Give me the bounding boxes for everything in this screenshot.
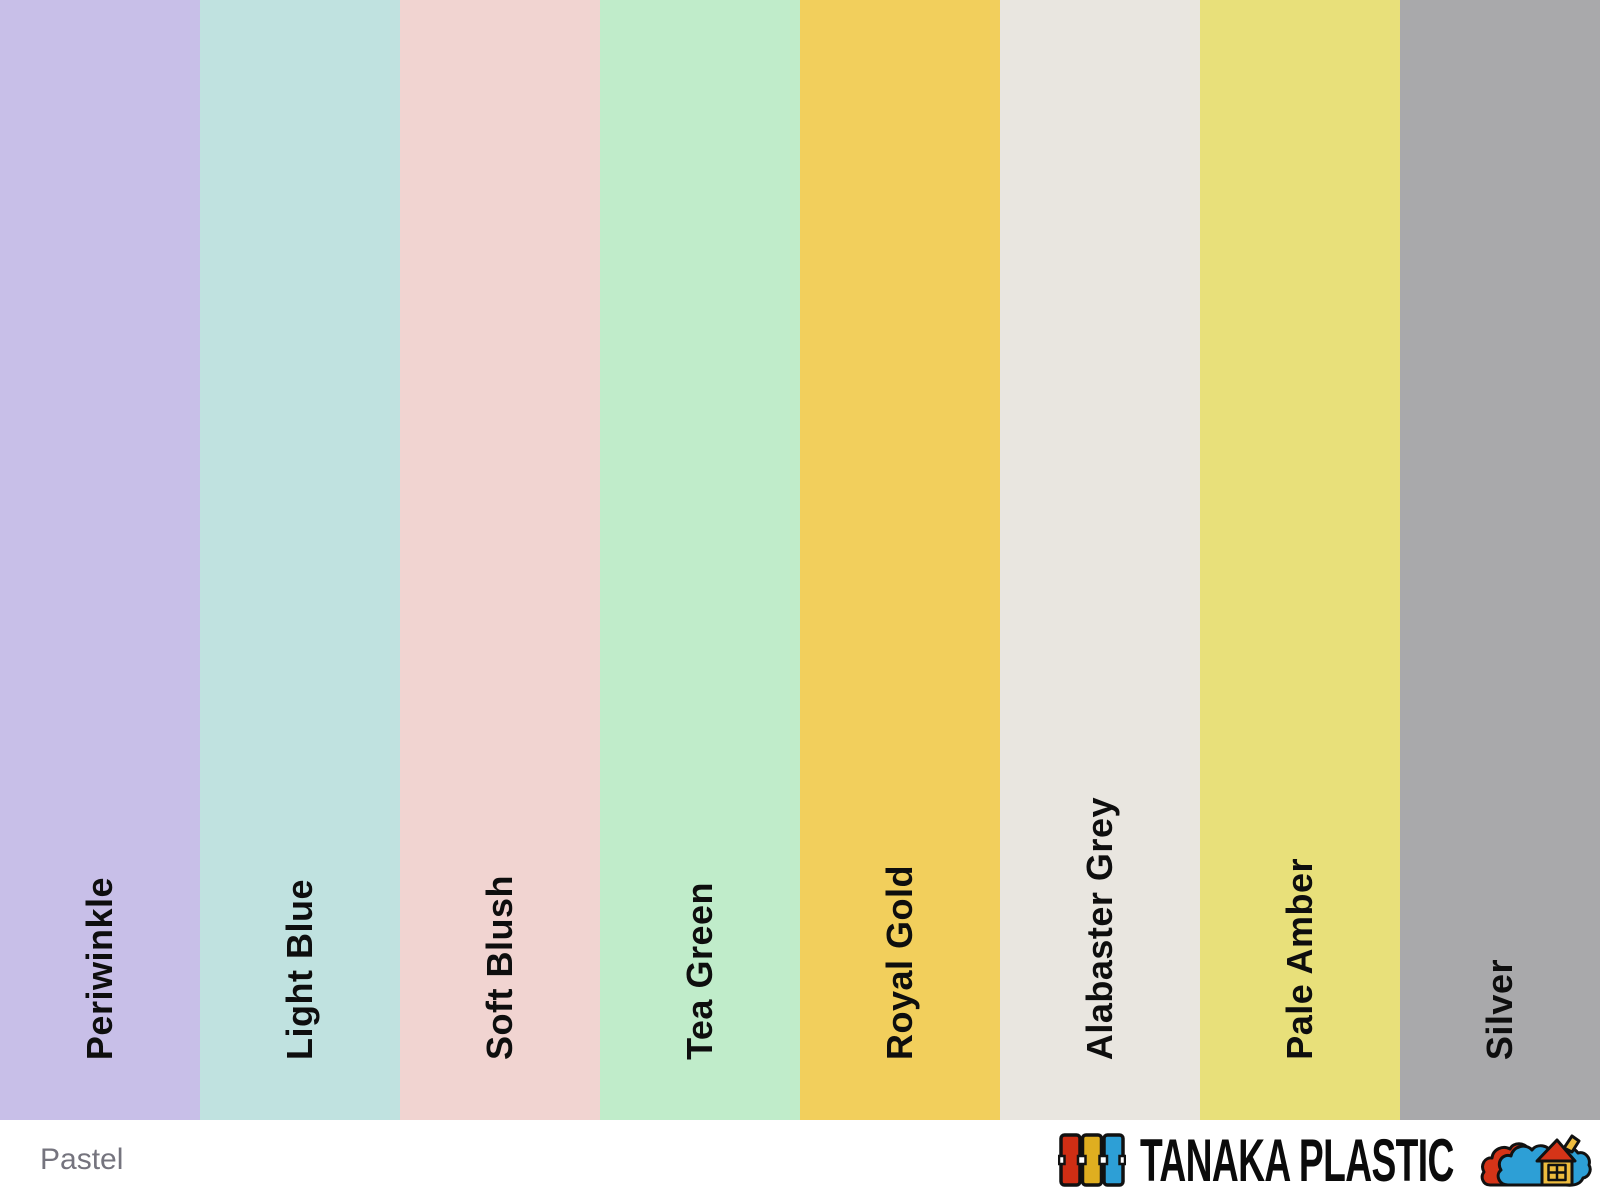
- swatch-label: Pale Amber: [1279, 858, 1320, 1060]
- swatch-label-wrap: Soft Blush: [400, 875, 600, 1060]
- swatch-label: Silver: [1479, 958, 1520, 1060]
- palette-name-label: Pastel: [40, 1143, 124, 1176]
- swatch-pale-amber: Pale Amber: [1200, 0, 1400, 1120]
- swatch-label: Tea Green: [679, 882, 720, 1060]
- swatch-silver: Silver: [1400, 0, 1600, 1120]
- swatch-royal-gold: Royal Gold: [800, 0, 1000, 1120]
- tanaka-cloud-house-icon: [1480, 1134, 1592, 1187]
- swatch-label: Royal Gold: [879, 864, 920, 1060]
- swatch-light-blue: Light Blue: [200, 0, 400, 1120]
- swatch-label-wrap: Alabaster Grey: [1000, 797, 1200, 1060]
- brand-name: TANAKA PLASTIC: [1140, 1126, 1454, 1194]
- color-palette: Periwinkle Light Blue Soft Blush Tea Gre…: [0, 0, 1600, 1120]
- swatch-label-wrap: Tea Green: [600, 882, 800, 1060]
- swatch-periwinkle: Periwinkle: [0, 0, 200, 1120]
- swatch-label-wrap: Pale Amber: [1200, 858, 1400, 1060]
- swatch-label: Alabaster Grey: [1079, 796, 1120, 1060]
- swatch-label: Soft Blush: [479, 875, 520, 1060]
- swatch-tea-green: Tea Green: [600, 0, 800, 1120]
- footer: Pastel TANAKA PLASTIC: [0, 1120, 1600, 1200]
- swatch-label-wrap: Light Blue: [200, 879, 400, 1060]
- swatch-label-wrap: Royal Gold: [800, 865, 1000, 1060]
- brand-text-wrap: TANAKA PLASTIC: [1140, 1125, 1466, 1195]
- swatch-alabaster-grey: Alabaster Grey: [1000, 0, 1200, 1120]
- swatch-soft-blush: Soft Blush: [400, 0, 600, 1120]
- swatch-label-wrap: Periwinkle: [0, 877, 200, 1060]
- swatch-label: Light Blue: [279, 879, 320, 1060]
- swatch-label: Periwinkle: [79, 876, 120, 1060]
- tanaka-plastic-logo: TANAKA PLASTIC: [1058, 1125, 1592, 1195]
- tanaka-bricks-icon: [1058, 1133, 1126, 1187]
- swatch-label-wrap: Silver: [1400, 959, 1600, 1060]
